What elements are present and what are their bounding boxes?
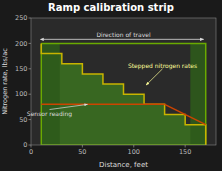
y-tick [29, 68, 32, 69]
x-tick-label: 0 [29, 148, 33, 156]
area [41, 43, 60, 145]
frame [31, 18, 216, 145]
line [41, 43, 205, 145]
line [41, 104, 164, 106]
x-tick-label: 150 [179, 148, 191, 156]
annotation: Sensor reading [27, 110, 72, 118]
plot-background [31, 18, 216, 145]
plot-area [41, 43, 205, 145]
background [0, 0, 222, 171]
y-tick-label: 0 [23, 141, 27, 149]
y-tick [29, 18, 32, 19]
y-tick [29, 94, 32, 95]
y-tick [29, 43, 32, 44]
annotation: Stepped nitrogen rates [128, 62, 197, 70]
annotation: Direction of travel [96, 31, 150, 38]
annotation-arrow [50, 104, 88, 109]
x-tick-label: 50 [78, 148, 86, 156]
y-label: Nitrogen rate, lbs/ac [1, 48, 9, 115]
y-tick-label: 150 [15, 65, 27, 73]
area [41, 43, 205, 145]
area [190, 43, 205, 145]
x-label: Distance, feet [99, 161, 148, 169]
annotation-arrow [146, 69, 162, 85]
y-tick-label: 250 [15, 14, 27, 22]
line [41, 43, 205, 145]
y-tick-label: 200 [15, 40, 27, 48]
y-tick [29, 119, 32, 120]
direction-arrow [43, 39, 203, 40]
x-tick-label: 100 [128, 148, 140, 156]
title: Ramp calibration strip [48, 2, 174, 13]
line [165, 104, 206, 124]
y-tick-label: 100 [15, 90, 27, 98]
chart: 050100150050100150200250Ramp calibration… [0, 0, 222, 171]
y-tick [29, 145, 32, 146]
